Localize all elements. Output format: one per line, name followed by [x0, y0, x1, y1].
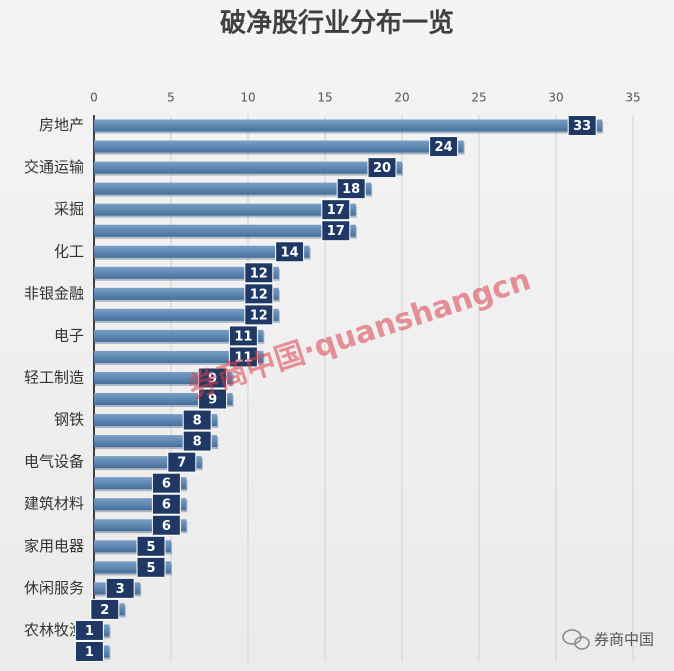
data-label-box [228, 325, 258, 347]
data-label: 33 [573, 119, 591, 134]
x-tick-label: 10 [240, 91, 255, 105]
data-label: 6 [162, 498, 171, 513]
data-label: 18 [342, 182, 360, 197]
data-label-box [198, 367, 228, 389]
data-label-box [151, 514, 181, 536]
data-label: 5 [146, 540, 155, 555]
x-tick-label: 20 [394, 91, 409, 105]
bar [94, 287, 279, 300]
bar [94, 393, 233, 406]
bar [94, 203, 356, 216]
data-label-box [151, 472, 181, 494]
data-label-box [182, 409, 212, 431]
data-label-box [228, 346, 258, 368]
bar [94, 350, 264, 363]
data-label-box [74, 619, 104, 641]
data-label: 1 [85, 645, 94, 660]
data-label: 12 [250, 266, 268, 281]
x-tick-label: 0 [90, 91, 98, 105]
bar [94, 161, 402, 174]
data-label-box [136, 556, 166, 578]
x-tick-label: 5 [167, 91, 175, 105]
data-label-box [90, 598, 120, 620]
data-label-box [244, 262, 274, 284]
data-label-box [336, 178, 366, 200]
data-label-box [167, 451, 197, 473]
data-label-box [105, 577, 135, 599]
source-logo: 券商中国 [594, 631, 654, 649]
data-label: 8 [193, 414, 202, 429]
y-tick-label: 化工 [54, 242, 84, 260]
data-label: 5 [146, 561, 155, 576]
data-label-box [367, 157, 397, 179]
data-label: 17 [327, 203, 345, 218]
data-label: 1 [85, 624, 94, 639]
data-label: 14 [281, 245, 299, 260]
data-label-box [244, 283, 274, 305]
data-label-box [321, 199, 351, 221]
data-label-box [182, 430, 212, 452]
data-label-box [244, 304, 274, 326]
data-label-box [321, 220, 351, 242]
x-tick-label: 30 [548, 91, 563, 105]
data-label: 12 [250, 287, 268, 302]
bar [94, 245, 310, 258]
data-label: 11 [234, 329, 252, 344]
y-tick-label: 非银金融 [24, 284, 84, 302]
data-label-box [198, 388, 228, 410]
data-label: 8 [193, 435, 202, 450]
bar [94, 371, 233, 384]
data-label-box [429, 136, 459, 158]
bar [94, 182, 372, 195]
logo-icon [562, 629, 590, 650]
x-tick-label: 15 [317, 91, 332, 105]
data-label-box [567, 115, 597, 137]
data-label: 2 [100, 603, 109, 618]
y-tick-label: 轻工制造 [24, 368, 84, 386]
data-label: 9 [208, 371, 217, 386]
y-tick-label: 电子 [54, 326, 84, 344]
y-tick-label: 家用电器 [24, 537, 84, 555]
bar [94, 308, 279, 321]
y-tick-label: 钢铁 [54, 411, 84, 429]
x-tick-label: 35 [625, 91, 640, 105]
bar [94, 119, 603, 132]
data-label: 11 [234, 350, 252, 365]
data-label: 3 [116, 582, 125, 597]
data-label: 7 [177, 456, 186, 471]
data-label-box [151, 493, 181, 515]
y-tick-label: 农林牧渔 [24, 621, 84, 639]
data-label: 17 [327, 224, 345, 239]
chart-title: 破净股行业分布一览 [220, 8, 454, 39]
data-label: 6 [162, 519, 171, 534]
y-tick-label: 建筑材料 [24, 495, 84, 513]
bar [94, 224, 356, 237]
data-label-box [275, 241, 305, 263]
data-label: 24 [435, 140, 453, 155]
y-tick-label: 交通运输 [24, 158, 84, 176]
data-label: 20 [373, 161, 391, 176]
x-tick-label: 25 [471, 91, 486, 105]
y-tick-label: 采掘 [54, 200, 84, 218]
data-label: 12 [250, 308, 268, 323]
data-label: 6 [162, 477, 171, 492]
y-tick-label: 房地产 [39, 116, 84, 134]
bar [94, 329, 264, 342]
data-label-box [136, 535, 166, 557]
y-tick-label: 电气设备 [24, 453, 84, 471]
bar [94, 266, 279, 279]
data-label: 9 [208, 393, 217, 408]
data-label-box [74, 640, 104, 662]
bar [94, 140, 464, 153]
y-tick-label: 休闲服务 [24, 579, 84, 597]
